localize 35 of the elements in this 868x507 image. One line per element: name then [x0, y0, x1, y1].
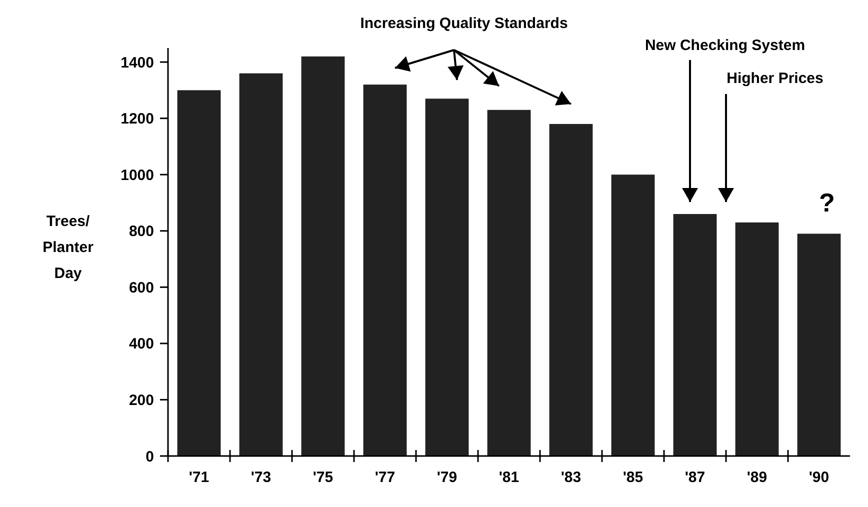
text: Increasing Quality Standards	[360, 15, 568, 32]
bar	[363, 84, 407, 456]
bar	[301, 56, 345, 456]
bar	[797, 234, 841, 456]
x-tick-label: '79	[436, 469, 458, 486]
x-tick-label: '77	[374, 469, 396, 486]
y-tick-label: 1400	[120, 54, 154, 72]
y-tick-label: 200	[128, 392, 154, 409]
bar	[735, 222, 779, 456]
y-tick-label: 400	[128, 336, 154, 353]
x-tick-label: '89	[746, 469, 768, 486]
bar	[425, 98, 469, 456]
x-tick-label: '85	[622, 469, 644, 486]
annotation: New Checking System	[644, 37, 806, 54]
bar	[549, 124, 593, 456]
annotation: Higher Prices	[726, 70, 824, 87]
y-tick-label: 800	[128, 223, 154, 240]
y-tick-label: 1200	[120, 110, 154, 128]
y-tick-label: 600	[128, 279, 154, 296]
bar	[177, 90, 221, 456]
bar	[239, 73, 283, 456]
bar	[611, 174, 655, 456]
annotation: ?	[819, 188, 835, 218]
x-tick-label: '71	[188, 469, 210, 486]
y-axis-title: Trees/ Planter Day	[42, 213, 94, 282]
x-tick-label: '73	[250, 469, 272, 486]
bar	[487, 110, 531, 456]
x-tick-label: '83	[560, 469, 582, 486]
x-tick-label: '81	[498, 469, 520, 486]
y-tick-label: 0	[146, 448, 154, 466]
y-tick-label: 1000	[120, 166, 154, 184]
x-tick-label: '87	[684, 469, 706, 486]
bar	[673, 214, 717, 456]
x-tick-label: '75	[312, 469, 334, 486]
x-tick-label: '90	[808, 469, 830, 486]
